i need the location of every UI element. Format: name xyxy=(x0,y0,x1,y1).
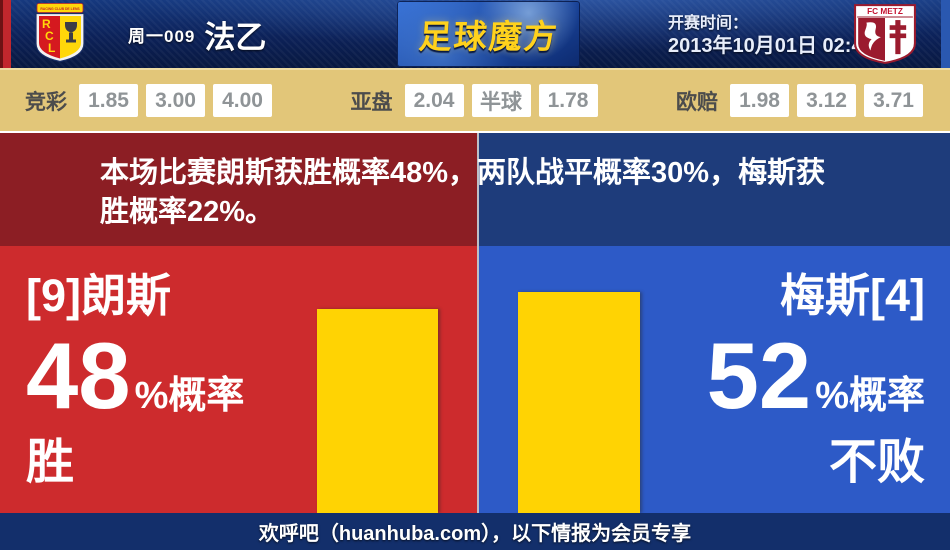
odds-box-home-win: 1.85 xyxy=(79,84,138,117)
odds-label-jingcai: 竞彩 xyxy=(25,90,67,114)
home-team-crest-icon: RACING CLUB DE LENS R C L xyxy=(34,3,86,68)
odds-group-european: 欧赔 1.98 3.12 3.71 xyxy=(676,84,923,117)
away-bar xyxy=(518,292,640,513)
home-team-block: [9]朗斯 48 %概率 胜 xyxy=(26,271,244,489)
brand-logo-text: 足球魔方 xyxy=(417,18,560,55)
home-team-name: [9]朗斯 xyxy=(26,270,171,321)
away-crest-title-text: FC METZ xyxy=(867,7,903,16)
away-summary-band xyxy=(479,133,950,246)
right-edge-stripe-blue xyxy=(941,0,950,68)
odds-group-asian-handicap: 亚盘 2.04 半球 1.78 xyxy=(351,84,598,117)
home-bar xyxy=(317,309,438,513)
home-crest-letter-l: L xyxy=(48,41,55,55)
odds-bar: 竞彩 1.85 3.00 4.00 亚盘 2.04 半球 1.78 欧赔 1.9… xyxy=(0,68,950,131)
odds-box-euro-draw: 3.12 xyxy=(797,84,856,117)
away-team-name: 梅斯[4] xyxy=(780,270,925,321)
odds-box-asian-home: 2.04 xyxy=(404,84,464,117)
away-team-block: 梅斯[4] 52 %概率 不败 xyxy=(707,271,925,489)
left-edge-stripe-red xyxy=(3,0,11,68)
match-day-number: 周一009 xyxy=(128,26,196,46)
probability-summary-text: 本场比赛朗斯获胜概率48%，两队战平概率30%，梅斯获胜概率22%。 xyxy=(100,157,826,228)
odds-box-euro-home: 1.98 xyxy=(730,84,789,117)
away-percent-suffix: %概率 xyxy=(815,374,925,417)
footer-banner: 欢呼吧（huanhuba.com），以下情报为会员专享 xyxy=(0,513,950,550)
away-percent-value: 52 xyxy=(706,322,812,428)
odds-box-handicap-line: 半球 xyxy=(471,84,531,117)
odds-box-draw: 3.00 xyxy=(146,84,205,117)
brand-logo[interactable]: 足球魔方 xyxy=(397,1,580,67)
match-header: RACING CLUB DE LENS R C L 周一009 法乙 足球魔方 … xyxy=(0,0,950,68)
odds-label-european: 欧赔 xyxy=(676,90,718,114)
prediction-panels: 本场比赛朗斯获胜概率48%，两队战平概率30%，梅斯获胜概率22%。 [9]朗斯… xyxy=(0,133,950,513)
odds-label-asian: 亚盘 xyxy=(350,90,393,114)
left-edge-stripe-dark xyxy=(0,0,3,68)
away-team-crest-icon: FC METZ xyxy=(853,3,917,70)
home-crest-banner-text: RACING CLUB DE LENS xyxy=(40,7,80,11)
league-name: 法乙 xyxy=(204,19,267,55)
odds-group-jingcai: 竞彩 1.85 3.00 4.00 xyxy=(25,84,272,117)
kickoff-time: 2013年10月01日 02:45 xyxy=(668,35,874,57)
home-percent-value: 48 xyxy=(26,322,131,428)
odds-box-euro-away: 3.71 xyxy=(864,84,923,117)
home-crest-letter-r: R xyxy=(42,17,51,31)
kickoff-label: 开赛时间： xyxy=(668,15,749,32)
home-percent-suffix: %概率 xyxy=(134,374,245,417)
home-crest-letter-c: C xyxy=(45,29,54,43)
odds-box-away-win: 4.00 xyxy=(213,84,272,117)
panel-divider xyxy=(477,133,479,513)
away-outcome-label: 不败 xyxy=(828,435,925,489)
odds-box-asian-away: 1.78 xyxy=(538,84,598,117)
kickoff-info: 开赛时间： 2013年10月01日 02:45 xyxy=(668,13,874,58)
match-id: 周一009 法乙 xyxy=(128,0,266,68)
footer-text: 欢呼吧（huanhuba.com），以下情报为会员专享 xyxy=(258,523,692,545)
home-summary-band xyxy=(0,133,477,246)
home-outcome-label: 胜 xyxy=(26,435,75,489)
